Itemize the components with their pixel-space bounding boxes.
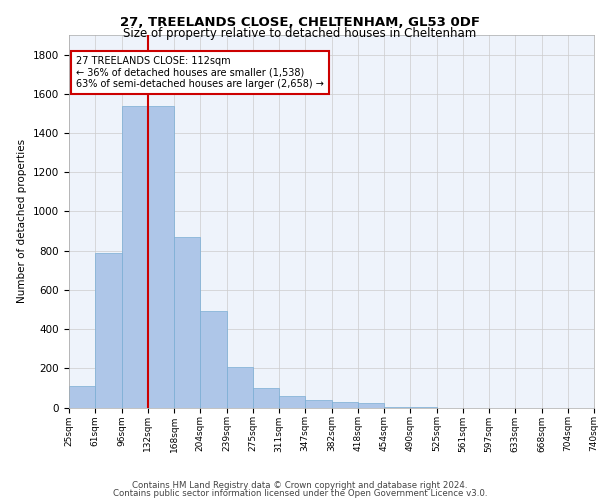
Bar (331, 402, 358, 407)
Bar (69, 386, 95, 407)
Bar (279, 396, 305, 407)
Text: 27 TREELANDS CLOSE: 112sqm
← 36% of detached houses are smaller (1,538)
63% of s: 27 TREELANDS CLOSE: 112sqm ← 36% of deta… (76, 56, 324, 89)
Bar (200, 312, 227, 408)
Text: Contains HM Land Registry data © Crown copyright and database right 2024.: Contains HM Land Registry data © Crown c… (132, 481, 468, 490)
Bar (305, 400, 331, 407)
Y-axis label: Number of detached properties: Number of detached properties (17, 139, 28, 304)
Bar (227, 368, 253, 408)
Bar (174, 237, 200, 408)
Bar (384, 406, 410, 408)
Text: Contains public sector information licensed under the Open Government Licence v3: Contains public sector information licen… (113, 488, 487, 498)
Bar (148, 106, 174, 408)
Bar (95, 252, 121, 408)
Text: Size of property relative to detached houses in Cheltenham: Size of property relative to detached ho… (124, 26, 476, 40)
Bar (121, 106, 148, 408)
Text: 27, TREELANDS CLOSE, CHELTENHAM, GL53 0DF: 27, TREELANDS CLOSE, CHELTENHAM, GL53 0D… (120, 16, 480, 29)
Bar (253, 388, 279, 407)
Bar (358, 403, 384, 407)
